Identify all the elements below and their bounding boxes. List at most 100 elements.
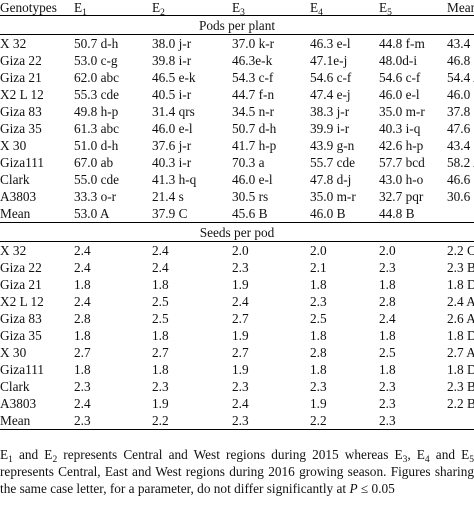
value-cell: 2.4 <box>152 243 169 258</box>
mean-cell: 46.6 B <box>447 172 474 187</box>
value-cell: 2.0 <box>379 243 396 258</box>
genotype-cell: X 32 <box>0 243 27 258</box>
seeds-row: A3803 2.4 1.9 2.4 1.9 2.3 2.2 BC <box>0 395 474 412</box>
value-cell: 35.0 m-r <box>310 189 356 204</box>
value-cell: 39.9 i-r <box>310 121 350 136</box>
value-cell: 57.7 bcd <box>379 155 425 170</box>
seeds-row: X2 L 12 2.4 2.5 2.4 2.3 2.8 2.4 AB <box>0 293 474 310</box>
value-cell: 2.3 <box>152 379 169 394</box>
results-table: Genotypes E1 E2 E3 E4 E5 Mean Pods per p… <box>0 0 474 430</box>
genotype-cell: X2 L 12 <box>0 87 44 102</box>
genotype-cell: Giza 35 <box>0 121 42 136</box>
value-cell: 1.8 <box>74 328 91 343</box>
seeds-row: Mean 2.3 2.2 2.3 2.2 2.3 <box>0 412 474 430</box>
mean-cell: 46.0 B <box>447 87 474 102</box>
value-cell: 2.3 <box>379 379 396 394</box>
value-cell: 2.3 <box>74 379 91 394</box>
value-cell: 44.8 B <box>379 205 447 223</box>
pods-row: X 32 50.7 d-h 38.0 j-r 37.0 k-r 46.3 e-l 44.8… <box>0 35 474 53</box>
header-genotypes: Genotypes <box>0 0 57 15</box>
value-cell: 54.6 c-f <box>310 70 352 85</box>
value-cell: 2.3 <box>232 412 310 430</box>
pods-row: X 30 51.0 d-h 37.6 j-r 41.7 h-p 43.9 g-n 42.6… <box>0 137 474 154</box>
section-title-row: Pods per plant <box>0 15 474 35</box>
value-cell: 61.3 abc <box>74 121 120 136</box>
header-row: Genotypes E1 E2 E3 E4 E5 Mean <box>0 0 474 16</box>
value-cell: 35.0 m-r <box>379 104 425 119</box>
value-cell: 2.3 <box>379 412 447 430</box>
value-cell: 37.6 j-r <box>152 138 192 153</box>
mean-cell: 46.8 B <box>447 53 474 68</box>
seeds-row: Giza 35 1.8 1.8 1.9 1.8 1.8 1.8 D <box>0 327 474 344</box>
seeds-row: X 30 2.7 2.7 2.7 2.8 2.5 2.7 A <box>0 344 474 361</box>
value-cell: 46.0 e-l <box>379 87 420 102</box>
value-cell: 2.0 <box>310 243 327 258</box>
header-e3: E3 <box>232 0 245 16</box>
genotype-cell: Mean <box>0 412 74 430</box>
value-cell: 37.0 k-r <box>232 36 275 51</box>
value-cell: 31.4 qrs <box>152 104 195 119</box>
value-cell: 33.3 o-r <box>74 189 117 204</box>
seeds-section: Seeds per pod X 32 2.4 2.4 2.0 2.0 2.0 2.2 C Gi… <box>0 222 474 430</box>
value-cell: 2.3 <box>232 379 249 394</box>
value-cell: 44.8 f-m <box>379 36 425 51</box>
mean-cell: 37.8 C <box>447 104 474 119</box>
seeds-row: Giza 21 1.8 1.8 1.9 1.8 1.8 1.8 D <box>0 276 474 293</box>
value-cell: 47.8 d-j <box>310 172 352 187</box>
value-cell: 1.8 <box>310 328 327 343</box>
genotype-cell: Clark <box>0 172 30 187</box>
value-cell: 2.8 <box>379 294 396 309</box>
value-cell: 2.4 <box>232 396 249 411</box>
mean-cell <box>447 412 474 430</box>
value-cell: 32.7 pqr <box>379 189 424 204</box>
seeds-section-title: Seeds per pod <box>0 222 474 242</box>
value-cell: 2.4 <box>74 243 91 258</box>
pods-row: Giza 21 62.0 abc 46.5 e-k 54.3 c-f 54.6 c-f 5… <box>0 69 474 86</box>
header-e5: E5 <box>379 0 392 16</box>
value-cell: 2.7 <box>232 311 249 326</box>
pods-row: Mean 53.0 A 37.9 C 45.6 B 46.0 B 44.8 B <box>0 205 474 223</box>
value-cell: 43.0 h-o <box>379 172 424 187</box>
value-cell: 62.0 abc <box>74 70 120 85</box>
mean-cell: 1.8 D <box>447 362 474 377</box>
genotype-cell: Giza111 <box>0 155 45 170</box>
genotype-cell: Giza 21 <box>0 277 42 292</box>
genotype-cell: Giza 22 <box>0 53 42 68</box>
seeds-row: Giza 22 2.4 2.4 2.3 2.1 2.3 2.3 BC <box>0 259 474 276</box>
value-cell: 1.8 <box>379 277 396 292</box>
value-cell: 1.8 <box>379 328 396 343</box>
value-cell: 46.5 e-k <box>152 70 196 85</box>
value-cell: 2.3 <box>310 379 327 394</box>
pods-row: A3803 33.3 o-r 21.4 s 30.5 rs 35.0 m-r 32.7 p… <box>0 188 474 205</box>
value-cell: 54.3 c-f <box>232 70 274 85</box>
mean-cell: 2.2 C <box>447 243 474 258</box>
value-cell: 1.8 <box>379 362 396 377</box>
value-cell: 1.8 <box>310 277 327 292</box>
pods-row: X2 L 12 55.3 cde 40.5 i-r 44.7 f-n 47.4 e-j 4… <box>0 86 474 103</box>
mean-cell: 2.3 BC <box>447 260 474 275</box>
value-cell: 55.0 cde <box>74 172 120 187</box>
value-cell: 41.3 h-q <box>152 172 197 187</box>
value-cell: 46.3 e-l <box>310 36 351 51</box>
value-cell: 51.0 d-h <box>74 138 119 153</box>
genotype-cell: X 30 <box>0 138 27 153</box>
mean-cell: 54.4 A <box>447 70 474 85</box>
value-cell: 2.1 <box>310 260 327 275</box>
mean-cell: 43.4 B <box>447 36 474 51</box>
mean-cell: 1.8 D <box>447 328 474 343</box>
seeds-row: Giza111 1.8 1.8 1.9 1.8 1.8 1.8 D <box>0 361 474 378</box>
value-cell: 1.8 <box>310 362 327 377</box>
genotype-cell: Giza 35 <box>0 328 42 343</box>
value-cell: 55.3 cde <box>74 87 120 102</box>
value-cell: 1.9 <box>232 362 249 377</box>
value-cell: 49.8 h-p <box>74 104 119 119</box>
value-cell: 2.5 <box>152 294 169 309</box>
value-cell: 46.0 e-l <box>152 121 193 136</box>
value-cell: 40.3 i-r <box>152 155 192 170</box>
value-cell: 1.8 <box>152 362 169 377</box>
genotype-cell: X2 L 12 <box>0 294 44 309</box>
value-cell: 53.0 A <box>74 205 152 223</box>
value-cell: 2.4 <box>152 260 169 275</box>
pods-row: Giza 35 61.3 abc 46.0 e-l 50.7 d-h 39.9 i-r 4… <box>0 120 474 137</box>
value-cell: 1.9 <box>152 396 169 411</box>
